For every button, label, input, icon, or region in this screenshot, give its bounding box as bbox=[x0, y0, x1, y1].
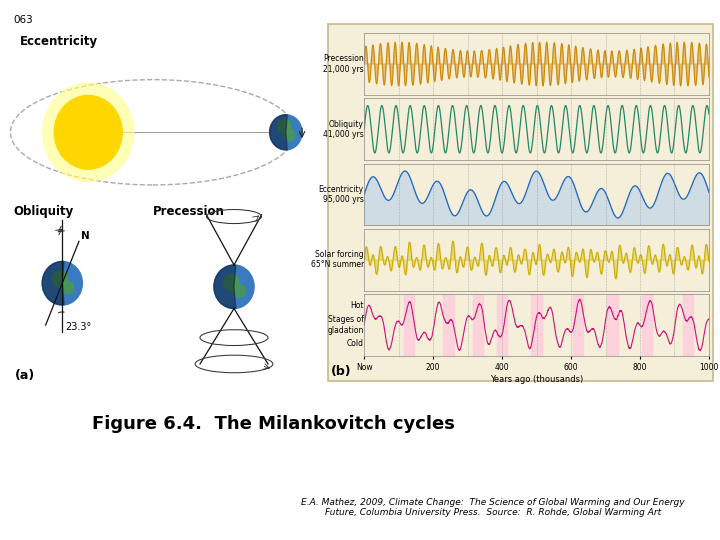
Bar bbox=[642, 294, 652, 356]
Circle shape bbox=[62, 281, 73, 294]
Circle shape bbox=[43, 83, 134, 181]
Text: Obliquity: Obliquity bbox=[14, 205, 74, 218]
Text: E.A. Mathez, 2009, Climate Change:  The Science of Global Warming and Our Energy: E.A. Mathez, 2009, Climate Change: The S… bbox=[302, 498, 685, 517]
Text: Obliquity
41,000 yrs: Obliquity 41,000 yrs bbox=[323, 119, 364, 139]
Bar bbox=[607, 294, 618, 356]
Circle shape bbox=[53, 271, 67, 287]
Circle shape bbox=[214, 265, 254, 308]
Bar bbox=[573, 294, 583, 356]
Wedge shape bbox=[269, 115, 287, 150]
Text: Stages of
gladation: Stages of gladation bbox=[328, 315, 364, 335]
Circle shape bbox=[234, 285, 246, 297]
Circle shape bbox=[284, 130, 295, 141]
Wedge shape bbox=[42, 261, 64, 305]
Text: (a): (a) bbox=[14, 369, 35, 382]
Text: 063: 063 bbox=[13, 15, 32, 25]
Text: Eccentricity
95,000 yrs: Eccentricity 95,000 yrs bbox=[319, 185, 364, 204]
Circle shape bbox=[42, 261, 82, 305]
Bar bbox=[444, 294, 454, 356]
Text: Cold: Cold bbox=[347, 339, 364, 348]
X-axis label: Years ago (thousands): Years ago (thousands) bbox=[490, 375, 583, 384]
Text: Precession
21,000 yrs: Precession 21,000 yrs bbox=[323, 55, 364, 74]
Circle shape bbox=[54, 96, 122, 169]
Circle shape bbox=[278, 119, 291, 133]
Circle shape bbox=[269, 114, 302, 150]
Text: 23.3°: 23.3° bbox=[65, 321, 91, 332]
Bar bbox=[683, 294, 693, 356]
Wedge shape bbox=[214, 265, 235, 308]
Text: Hot: Hot bbox=[351, 301, 364, 310]
Text: N: N bbox=[81, 231, 89, 240]
Text: Eccentricity: Eccentricity bbox=[20, 35, 99, 48]
Circle shape bbox=[224, 274, 239, 291]
Text: (b): (b) bbox=[331, 365, 352, 378]
Text: Precession: Precession bbox=[153, 205, 225, 218]
Text: Solar forcing
65°N summer: Solar forcing 65°N summer bbox=[310, 250, 364, 269]
Text: Figure 6.4.  The Milankovitch cycles: Figure 6.4. The Milankovitch cycles bbox=[92, 415, 455, 433]
Bar bbox=[531, 294, 541, 356]
Bar bbox=[473, 294, 483, 356]
Bar bbox=[497, 294, 508, 356]
Bar bbox=[404, 294, 414, 356]
